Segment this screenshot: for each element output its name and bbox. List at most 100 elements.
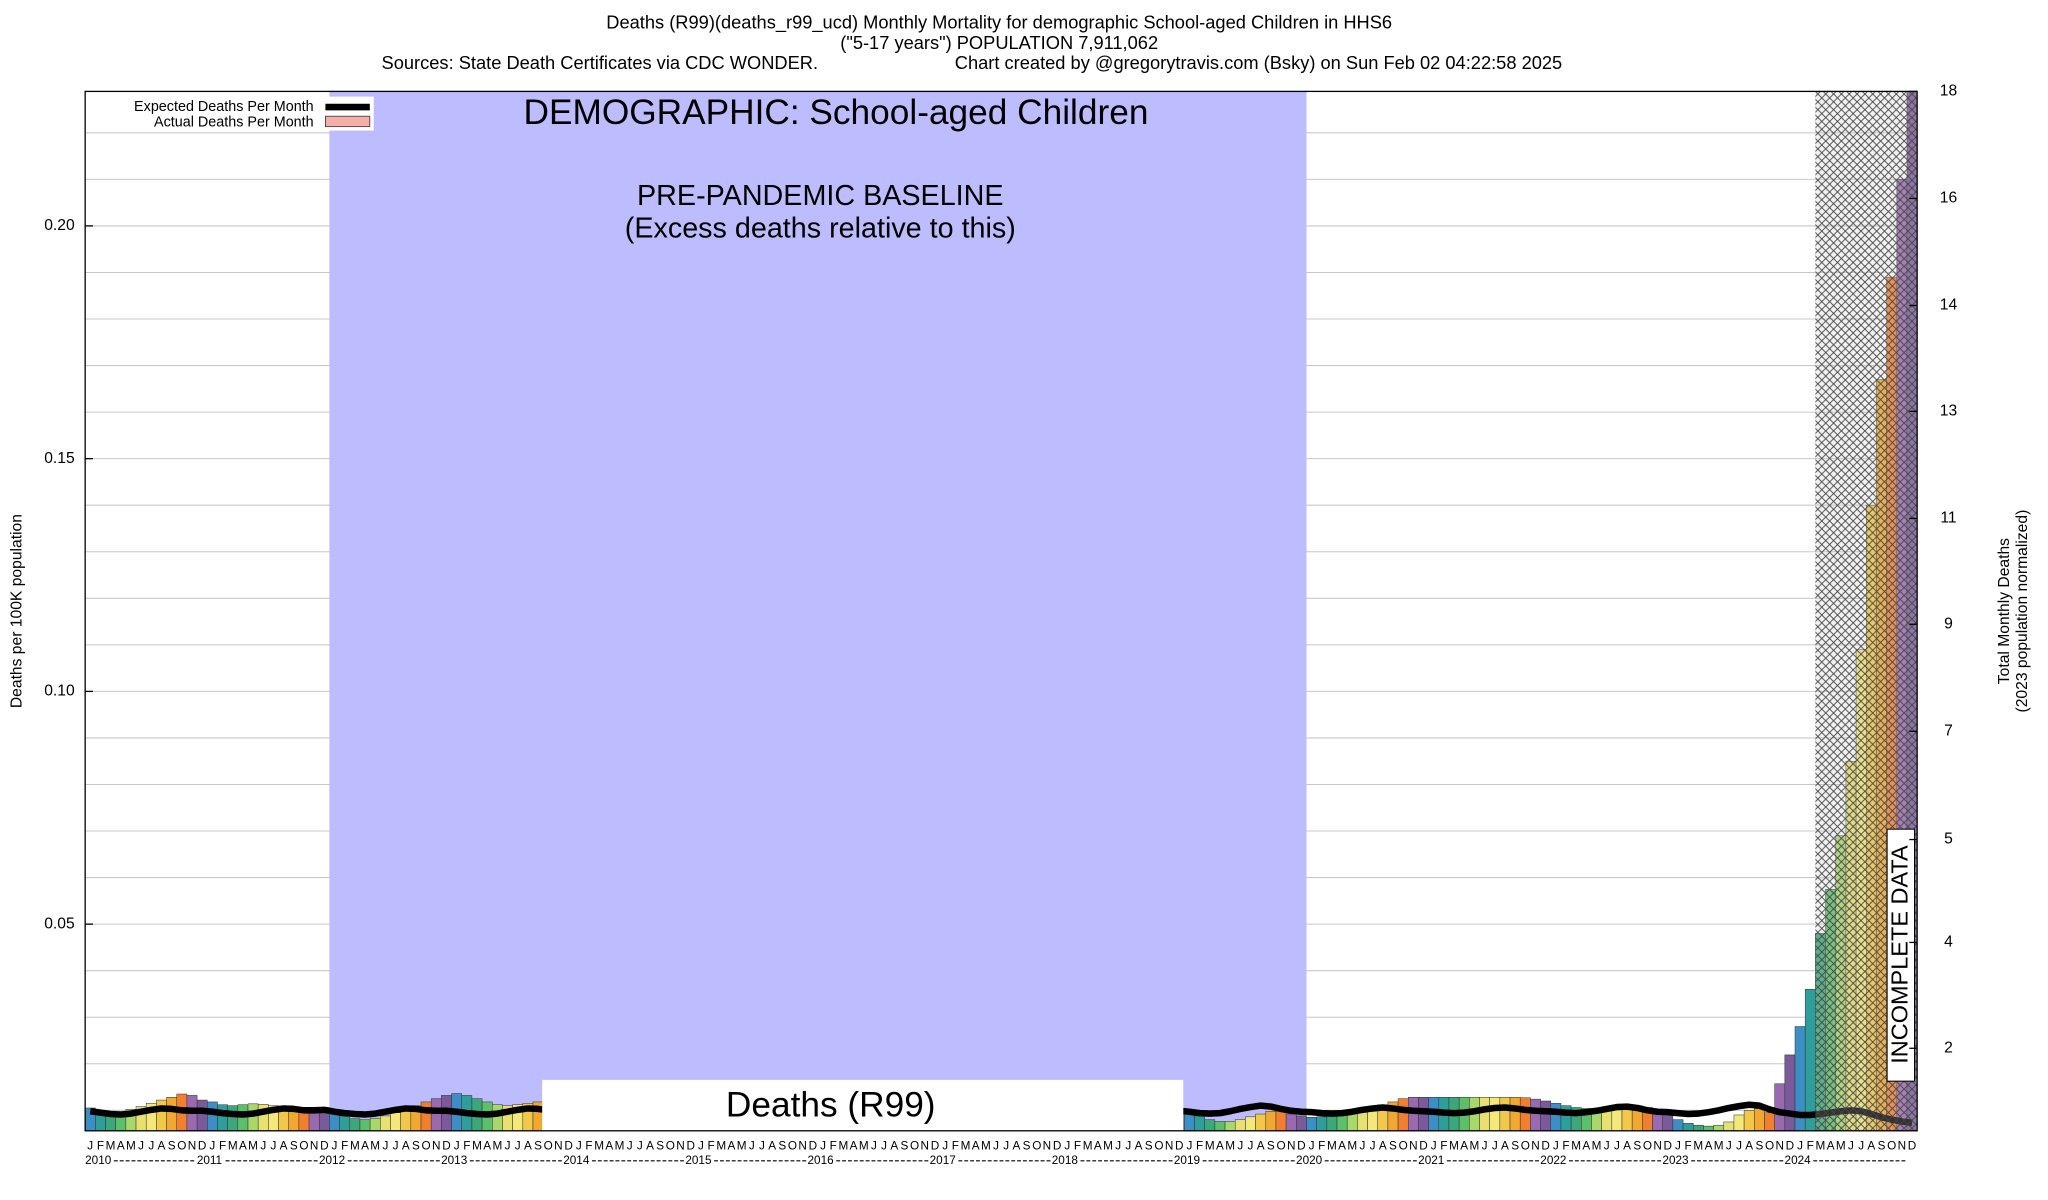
x-tick-label: A bbox=[646, 1140, 654, 1153]
x-tick-label: M bbox=[1592, 1140, 1602, 1153]
bar bbox=[492, 1104, 503, 1131]
bar bbox=[1713, 1124, 1725, 1131]
x-tick-label: A bbox=[1216, 1140, 1224, 1153]
x-tick-label: O bbox=[788, 1140, 797, 1153]
y2-tick-label: 2 bbox=[1944, 1039, 1953, 1056]
x-tick-label: J bbox=[993, 1140, 999, 1153]
bar bbox=[1804, 989, 1816, 1131]
x-tick-label: A bbox=[1379, 1140, 1387, 1153]
y2-tick-label: 16 bbox=[1940, 190, 1958, 207]
x-tick-label: O bbox=[1643, 1140, 1652, 1153]
x-tick-label: N bbox=[1531, 1140, 1540, 1153]
x-tick-label: M bbox=[1225, 1140, 1235, 1153]
x-tick-label: J bbox=[454, 1140, 460, 1153]
y-tick-label: 0.10 bbox=[44, 683, 75, 700]
bar bbox=[1743, 1110, 1755, 1131]
x-tick-label: F bbox=[219, 1140, 226, 1153]
x-tick-label: F bbox=[1685, 1140, 1692, 1153]
x-tick-label: M bbox=[1836, 1140, 1846, 1153]
x-tick-label: N bbox=[1898, 1140, 1907, 1153]
x-tick-label: J bbox=[138, 1140, 144, 1153]
bar bbox=[369, 1117, 381, 1131]
incomplete-label-box bbox=[1886, 828, 1916, 1082]
x-tick-label: J bbox=[1431, 1140, 1437, 1153]
x-tick-label: A bbox=[361, 1140, 369, 1153]
x-tick-label: D bbox=[1664, 1140, 1673, 1153]
x-tick-label: A bbox=[605, 1140, 613, 1153]
x-tick-label: M bbox=[838, 1140, 848, 1153]
chart-subtitle: ("5-17 years") POPULATION 7,911,062 bbox=[840, 32, 1158, 53]
bar bbox=[1519, 1097, 1531, 1131]
x-tick-label: J bbox=[1614, 1140, 1620, 1153]
x-tick-label: A bbox=[1623, 1140, 1631, 1153]
x-tick-label: J bbox=[1309, 1140, 1315, 1153]
x-tick-label: J bbox=[1125, 1140, 1131, 1153]
x-tick-label: J bbox=[749, 1140, 755, 1153]
bar bbox=[1224, 1121, 1236, 1131]
x-tick-label: A bbox=[1827, 1140, 1835, 1153]
x-tick-label: F bbox=[1318, 1140, 1325, 1153]
x-tick-label: S bbox=[1755, 1140, 1763, 1153]
x-tick-label: A bbox=[1257, 1140, 1265, 1153]
bar bbox=[1479, 1097, 1490, 1131]
baseline-region bbox=[329, 91, 1307, 1131]
x-tick-label: J bbox=[515, 1140, 521, 1153]
x-tick-label: O bbox=[1765, 1140, 1774, 1153]
y2-tick-label: 9 bbox=[1944, 615, 1953, 632]
x-tick-label: M bbox=[961, 1140, 971, 1153]
x-tick-label: J bbox=[1492, 1140, 1498, 1153]
x-tick-label: J bbox=[1360, 1140, 1366, 1153]
year-label: 2019 bbox=[1174, 1154, 1200, 1167]
bar bbox=[420, 1101, 432, 1131]
x-tick-label: N bbox=[798, 1140, 807, 1153]
cause-box bbox=[542, 1079, 1184, 1131]
bar bbox=[1255, 1113, 1267, 1131]
year-label: 2012 bbox=[319, 1154, 345, 1167]
x-tick-label: M bbox=[370, 1140, 380, 1153]
x-tick-label: O bbox=[177, 1140, 186, 1153]
x-tick-label: N bbox=[1287, 1140, 1296, 1153]
year-label: 2023 bbox=[1662, 1154, 1689, 1167]
x-tick-label: J bbox=[1553, 1140, 1559, 1153]
bar bbox=[1682, 1123, 1694, 1131]
year-label: 2024 bbox=[1785, 1154, 1812, 1167]
x-tick-label: J bbox=[393, 1140, 399, 1153]
x-tick-label: S bbox=[1389, 1140, 1397, 1153]
bar bbox=[1285, 1113, 1297, 1131]
x-tick-label: J bbox=[576, 1140, 582, 1153]
bar bbox=[1245, 1116, 1256, 1131]
x-tick-label: J bbox=[1482, 1140, 1488, 1153]
x-tick-label: F bbox=[1196, 1140, 1203, 1153]
x-tick-label: D bbox=[320, 1140, 329, 1153]
x-tick-label: S bbox=[778, 1140, 786, 1153]
x-tick-label: M bbox=[126, 1140, 136, 1153]
x-tick-label: F bbox=[1074, 1140, 1081, 1153]
baseline-note: (Excess deaths relative to this) bbox=[625, 212, 1016, 244]
x-tick-label: J bbox=[1675, 1140, 1681, 1153]
bar bbox=[359, 1119, 371, 1131]
bar bbox=[196, 1099, 208, 1131]
x-tick-label: M bbox=[1449, 1140, 1459, 1153]
x-tick-label: F bbox=[341, 1140, 348, 1153]
x-tick-label: M bbox=[716, 1140, 726, 1153]
x-tick-label: F bbox=[1440, 1140, 1447, 1153]
x-tick-label: D bbox=[1175, 1140, 1184, 1153]
x-tick-label: D bbox=[198, 1140, 207, 1153]
bar bbox=[1764, 1112, 1775, 1131]
x-tick-label: J bbox=[1370, 1140, 1376, 1153]
bar bbox=[1316, 1116, 1328, 1131]
y2-tick-label: 18 bbox=[1940, 83, 1958, 100]
x-tick-label: D bbox=[1786, 1140, 1795, 1153]
y2-tick-label: 7 bbox=[1944, 722, 1953, 739]
x-tick-label: J bbox=[271, 1140, 277, 1153]
bar bbox=[217, 1104, 228, 1131]
bar bbox=[339, 1115, 351, 1131]
x-tick-label: M bbox=[1470, 1140, 1480, 1153]
bar bbox=[207, 1101, 218, 1131]
x-tick-label: F bbox=[585, 1140, 592, 1153]
x-tick-label: A bbox=[1135, 1140, 1143, 1153]
x-tick-label: A bbox=[1745, 1140, 1753, 1153]
x-tick-label: D bbox=[1419, 1140, 1428, 1153]
bar bbox=[380, 1115, 391, 1131]
